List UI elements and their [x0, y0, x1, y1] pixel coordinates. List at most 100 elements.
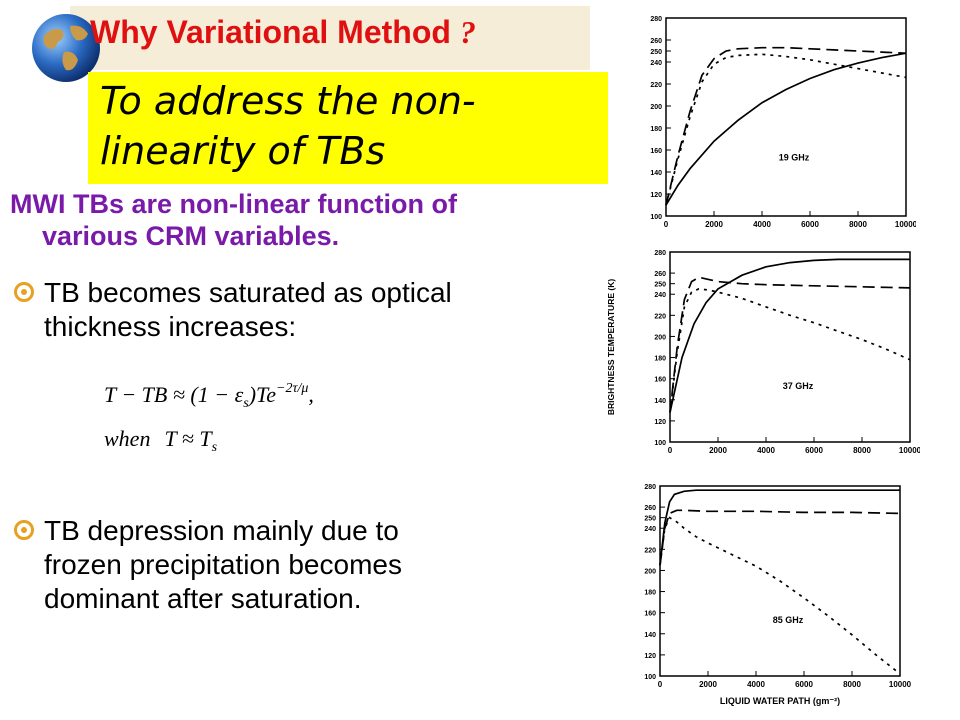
x-axis-label: LIQUID WATER PATH (gm⁻²): [720, 696, 840, 706]
y-tick-label: 250: [650, 49, 662, 56]
subheading-line-1: MWI TBs are non-linear function of: [10, 189, 457, 219]
bullet-line: dominant after saturation.: [44, 583, 362, 614]
y-tick-label: 140: [654, 398, 666, 405]
equation-when: when: [104, 426, 150, 451]
slide-title-text: Why Variational Method: [90, 14, 451, 50]
x-tick-label: 2000: [699, 680, 717, 689]
x-tick-label: 8000: [843, 680, 861, 689]
y-tick-label: 220: [644, 547, 656, 554]
series-line-long-dash: [669, 276, 911, 413]
subheading-line-2: various CRM variables.: [42, 221, 340, 251]
y-tick-label: 180: [644, 590, 656, 597]
x-tick-label: 10000: [889, 680, 912, 689]
y-tick-label: 220: [650, 82, 662, 89]
header-map-banner: [70, 6, 590, 70]
series-line-dotted: [665, 53, 907, 206]
y-tick-label: 240: [654, 292, 666, 299]
y-tick-label: 100: [650, 214, 662, 221]
plot-frame: [659, 485, 901, 677]
bullet-line: thickness increases:: [44, 311, 297, 342]
chart-19ghz: 0 2000 4000 6000 8000 10000 100 120 140 160 180 200…: [650, 16, 916, 229]
x-tick-label: 6000: [795, 680, 813, 689]
series-line-dotted: [659, 516, 901, 675]
y-tick-label: 240: [650, 60, 662, 67]
x-tick-label: 8000: [849, 220, 867, 229]
bullet-line: TB depression mainly due to: [44, 515, 399, 546]
x-tick-label: 10000: [899, 446, 920, 455]
bullet-item-depression: TB depression mainly due to frozen preci…: [14, 514, 604, 616]
series-line-solid: [669, 258, 910, 413]
y-tick-label: 200: [654, 334, 666, 341]
y-tick-label: 240: [644, 526, 656, 533]
x-tick-label: 4000: [757, 446, 775, 455]
sun-bullet-icon: [14, 520, 34, 540]
x-tick-label: 10000: [895, 220, 916, 229]
y-tick-label: 100: [654, 440, 666, 447]
bullet-line: frozen precipitation becomes: [44, 549, 402, 580]
x-tick-label: 0: [668, 446, 673, 455]
x-tick-label: 4000: [747, 680, 765, 689]
y-tick-label: 280: [650, 16, 662, 23]
y-tick-label: 100: [644, 674, 656, 681]
y-tick-label: 160: [650, 148, 662, 155]
y-tick-label: 200: [650, 104, 662, 111]
svg-text:T − TB ≈ (1 − εs)Te−2τ/μ,: T − TB ≈ (1 − εs)Te−2τ/μ,: [104, 381, 314, 411]
y-tick-label: 120: [650, 192, 662, 199]
series-line-solid: [665, 52, 907, 206]
x-tick-label: 6000: [805, 446, 823, 455]
y-tick-label: 260: [654, 271, 666, 278]
series-line-long-dash: [665, 46, 907, 206]
callout-text: To address the non-linearity of TBs: [100, 79, 476, 173]
x-tick-label: 4000: [753, 220, 771, 229]
y-tick-label: 260: [644, 505, 656, 512]
chart-85ghz: 0 2000 4000 6000 8000 10000 100 120 140 160 180 200…: [644, 484, 912, 706]
y-tick-label: 250: [644, 516, 656, 523]
y-tick-label: 260: [650, 38, 662, 45]
x-tick-label: 2000: [705, 220, 723, 229]
equation: T − TB ≈ (1 − εs)Te−2τ/μ, when T ≈ Ts: [104, 381, 314, 455]
equation-lhs: T − TB ≈ (1 − ε: [104, 382, 244, 407]
y-tick-label: 160: [644, 611, 656, 618]
y-tick-label: 250: [654, 282, 666, 289]
equation-end: ,: [308, 382, 314, 407]
equation-exp: −2τ/μ: [276, 381, 308, 396]
y-axis-label: BRIGHTNESS TEMPERATURE (K): [606, 279, 616, 415]
series-line-long-dash: [659, 509, 901, 566]
equation-sub: s: [243, 396, 249, 411]
slide-title-question-mark: ?: [459, 14, 476, 50]
series-line-dotted: [669, 288, 911, 413]
y-tick-label: 180: [650, 126, 662, 133]
y-tick-label: 200: [644, 568, 656, 575]
slide-title: Why Variational Method ?: [90, 14, 476, 51]
x-tick-label: 0: [664, 220, 669, 229]
y-tick-label: 120: [654, 419, 666, 426]
equation-rhs: )Te: [247, 382, 277, 407]
plot-frame: [669, 251, 911, 443]
y-tick-label: 180: [654, 356, 666, 363]
x-tick-label: 8000: [853, 446, 871, 455]
bullet-item-saturation: TB becomes saturated as optical thicknes…: [14, 276, 604, 344]
equation-expr: T ≈ T: [164, 426, 213, 451]
sun-bullet-icon: [14, 282, 34, 302]
callout-box: [88, 72, 608, 184]
x-tick-label: 0: [658, 680, 663, 689]
globe-icon: [32, 14, 100, 82]
y-tick-label: 280: [644, 484, 656, 491]
y-tick-label: 140: [644, 632, 656, 639]
x-tick-label: 6000: [801, 220, 819, 229]
plot-frame: [665, 17, 907, 217]
subheading: MWI TBs are non-linear function of vario…: [10, 188, 630, 252]
y-tick-label: 220: [654, 313, 666, 320]
y-tick-label: 120: [644, 653, 656, 660]
equation-sub2: s: [212, 440, 218, 455]
bullet-line: TB becomes saturated as optical: [44, 277, 452, 308]
chart-annotation: 85 GHz: [773, 615, 804, 625]
chart-annotation: 19 GHz: [779, 153, 810, 163]
x-tick-label: 2000: [709, 446, 727, 455]
chart-37ghz: 0 2000 4000 6000 8000 10000 100 120 140 160 180 200…: [606, 250, 920, 455]
y-tick-label: 280: [654, 250, 666, 257]
y-tick-label: 140: [650, 170, 662, 177]
series-line-solid: [659, 489, 900, 566]
chart-annotation: 37 GHz: [783, 381, 814, 391]
